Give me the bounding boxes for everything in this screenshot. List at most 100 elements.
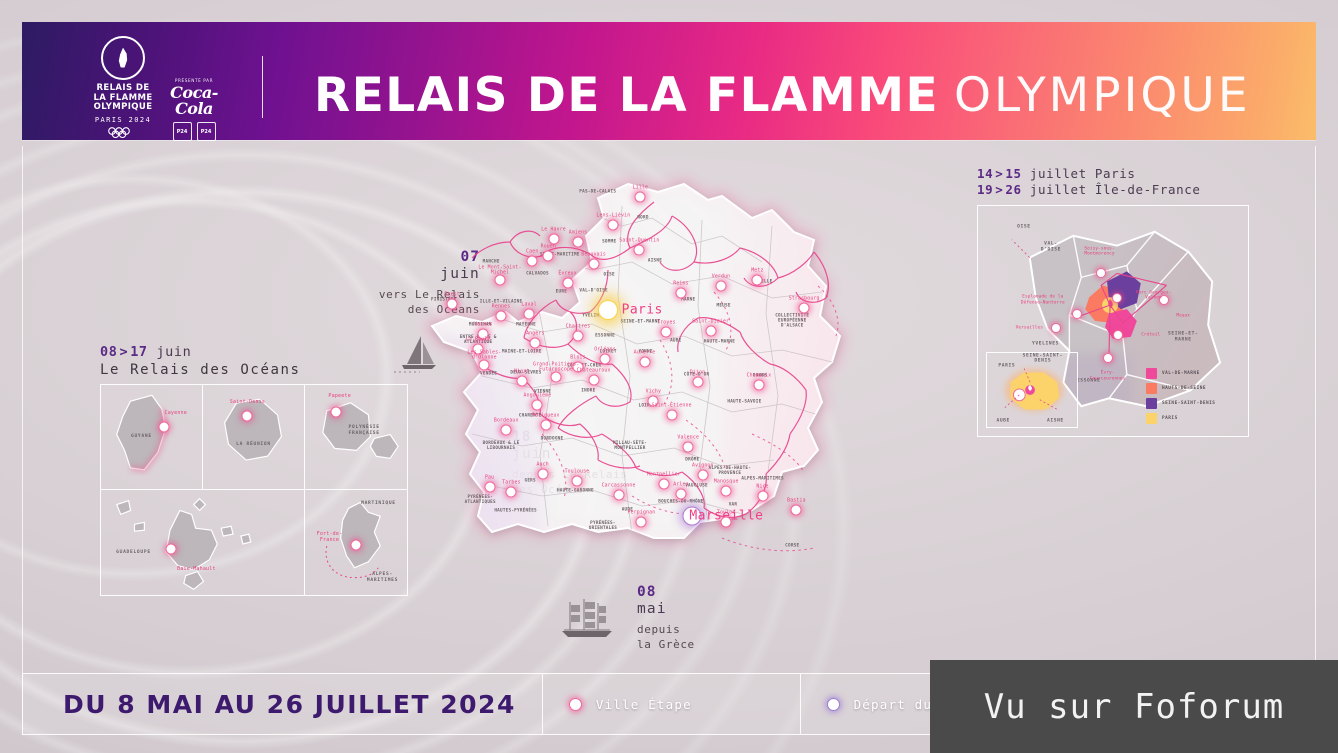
map-city-marker[interactable] — [537, 468, 549, 479]
idf-dep-valdoise: VAL-D'OISE — [1040, 241, 1061, 253]
map-city-marker[interactable] — [705, 325, 717, 337]
logo-line-3: OLYMPIQUE — [93, 102, 153, 113]
idf-legend-label: HAUTS-DE-SEINE — [1162, 385, 1207, 391]
idf-month-2: juillet — [1029, 182, 1087, 197]
map-city-marker[interactable] — [495, 310, 507, 322]
map-city-marker[interactable] — [697, 469, 709, 481]
map-city-marker[interactable] — [682, 506, 702, 526]
idf-map[interactable]: OISE VAL-D'OISE YVELINES ESSONNE SEINE-E… — [977, 205, 1249, 437]
map-city-marker[interactable] — [660, 326, 672, 338]
sponsor-badge: P24 — [196, 122, 216, 141]
idf-city-dot-meaux[interactable] — [1159, 295, 1170, 306]
map-city-marker[interactable] — [478, 359, 490, 371]
france-map[interactable]: PAS-DE-CALAIS NORD SOMME AISNE OISE SEINE-MAR… — [422, 166, 942, 666]
map-city-marker[interactable] — [599, 353, 611, 365]
map-city-marker[interactable] — [715, 280, 727, 292]
map-city-marker[interactable] — [500, 424, 512, 436]
overseas-city-dot[interactable] — [330, 406, 342, 418]
callout-sub-line1: depuis — [637, 623, 681, 636]
overseas-date-sep: > — [119, 344, 129, 360]
paris-sub-inset[interactable]: PARIS SEINE-SAINT-DENIS AUBE AISNE — [986, 352, 1078, 428]
map-city-marker[interactable] — [516, 375, 528, 387]
map-city-marker[interactable] — [572, 236, 584, 248]
map-city-marker[interactable] — [562, 277, 574, 289]
idf-city-dot-versailles[interactable] — [1051, 322, 1062, 333]
map-city-marker[interactable] — [505, 486, 517, 498]
overseas-cell-guyane[interactable]: Cayenne GUYANE — [101, 385, 203, 490]
map-city-marker[interactable] — [675, 488, 687, 499]
map-city-marker[interactable] — [494, 274, 506, 286]
idf-date-end-2: 26 — [1005, 182, 1022, 197]
map-city-marker[interactable] — [790, 504, 802, 516]
callout-sub-line1: vers Le Relais — [378, 288, 480, 301]
map-city-marker[interactable] — [472, 343, 484, 355]
map-city-marker[interactable] — [571, 475, 583, 487]
map-city-marker[interactable] — [526, 255, 538, 267]
map-city-marker[interactable] — [477, 328, 489, 340]
idf-city-dot-creteil[interactable] — [1113, 329, 1124, 340]
map-city-marker[interactable] — [682, 441, 694, 453]
map-city-marker[interactable] — [757, 490, 769, 502]
idf-region-1: Paris — [1094, 166, 1136, 181]
idf-city-dot-evry[interactable] — [1102, 352, 1113, 363]
idf-legend-label: VAL-DE-MARNE — [1162, 370, 1200, 376]
idf-city-dot-soisy[interactable] — [1095, 267, 1106, 278]
map-city-marker[interactable] — [720, 485, 732, 497]
map-city-marker[interactable] — [588, 374, 600, 386]
callout-greece-departure: 08 mai depuis la Grèce — [637, 581, 757, 652]
overseas-city-label: Fort-de-France — [316, 531, 343, 544]
map-city-marker[interactable] — [572, 330, 584, 342]
map-city-marker[interactable] — [540, 419, 552, 431]
map-city-marker[interactable] — [658, 478, 670, 489]
page-title: RELAIS DE LA FLAMME OLYMPIQUE — [314, 72, 1256, 119]
map-city-marker[interactable] — [692, 376, 704, 388]
map-city-marker[interactable] — [531, 399, 543, 411]
overseas-cell-guadeloupe[interactable]: Baie-Mahault GUADELOUPE — [101, 490, 305, 595]
map-city-marker[interactable] — [751, 274, 763, 286]
idf-city-dot-defense[interactable] — [1071, 309, 1082, 320]
map-city-marker[interactable] — [798, 302, 810, 314]
map-city-marker[interactable] — [675, 287, 687, 299]
map-city-marker[interactable] — [446, 298, 458, 310]
map-city-marker[interactable] — [639, 356, 651, 368]
map-city-marker[interactable] — [529, 337, 541, 349]
overseas-month: juin — [156, 344, 192, 360]
map-city-marker[interactable] — [607, 219, 619, 231]
overseas-cell-martinique[interactable]: Fort-de-France MARTINIQUE ALPES-MARITIME… — [305, 490, 407, 595]
map-city-marker[interactable] — [647, 395, 659, 407]
idf-dates-paris: 14 >15 juillet Paris — [977, 166, 1249, 181]
paris-inset-neighbor-aube: AUBE — [996, 418, 1010, 424]
map-city-marker[interactable] — [598, 300, 619, 320]
footer-legend-stage-city[interactable]: Ville Étape — [541, 674, 800, 734]
callout-month: juin — [440, 266, 480, 282]
overseas-city-dot[interactable] — [158, 421, 170, 433]
overseas-city-dot[interactable] — [165, 543, 177, 555]
map-city-marker[interactable] — [588, 258, 600, 270]
footer-legend-label: Ville Étape — [595, 696, 692, 712]
overseas-territory-label: LA RÉUNION — [236, 442, 271, 448]
map-city-marker[interactable] — [572, 361, 584, 373]
map-city-marker[interactable] — [523, 308, 535, 320]
overseas-city-dot[interactable] — [241, 410, 253, 422]
idf-dep-yvelines: YVELINES — [1032, 341, 1059, 347]
idf-legend-swatch — [1146, 398, 1157, 409]
map-city-marker[interactable] — [633, 244, 645, 256]
map-city-marker[interactable] — [634, 191, 646, 203]
overseas-cell-polynesie[interactable]: Papeete POLYNÉSIE FRANÇAISE — [305, 385, 407, 490]
idf-city-dot-valbon[interactable] — [1112, 293, 1123, 303]
map-city-marker[interactable] — [720, 516, 732, 528]
map-city-marker[interactable] — [753, 379, 765, 391]
map-city-marker[interactable] — [613, 489, 625, 501]
sponsor-name: Coca-Cola — [170, 83, 218, 118]
map-city-marker[interactable] — [484, 481, 496, 493]
map-city-marker[interactable] — [550, 371, 562, 383]
overseas-dates: 08 >17 juin — [100, 344, 408, 360]
map-city-marker[interactable] — [548, 233, 560, 245]
map-city-marker[interactable] — [542, 250, 554, 262]
overseas-cell-reunion[interactable]: Saint-Denis LA RÉUNION — [203, 385, 305, 490]
callout-sub-line2: la Grèce — [637, 638, 695, 651]
map-city-marker[interactable] — [666, 409, 678, 421]
overseas-city-dot[interactable] — [350, 539, 362, 551]
map-city-marker[interactable] — [635, 516, 647, 528]
idf-legend-label: PARIS — [1162, 415, 1178, 421]
